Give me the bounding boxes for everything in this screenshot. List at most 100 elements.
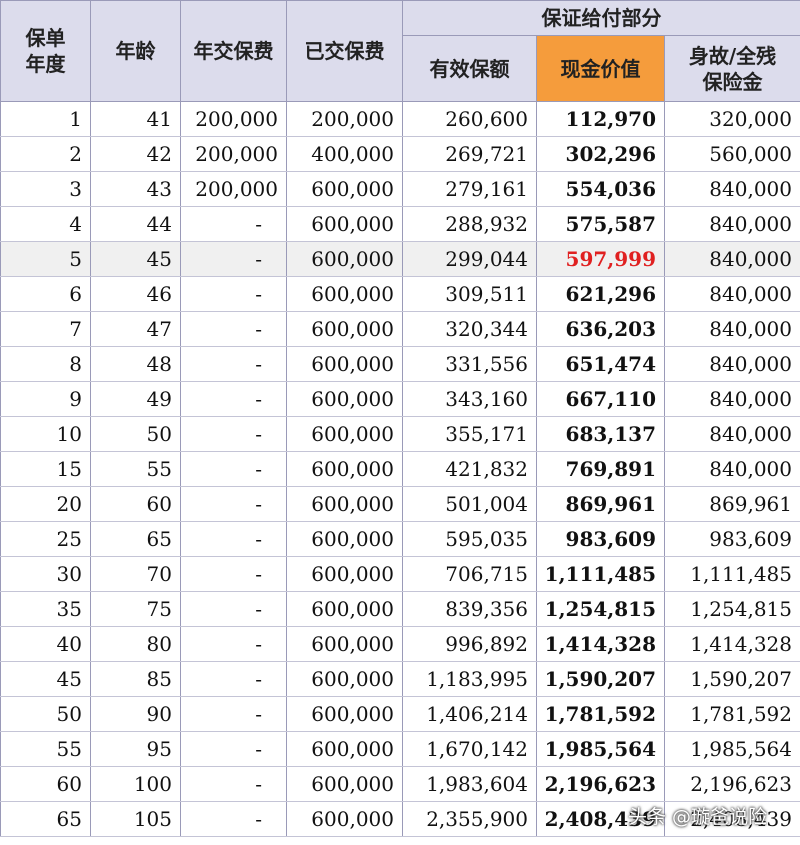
- cell-paid-premium: 600,000: [286, 206, 403, 242]
- cell-effective-sum: 1,183,995: [402, 661, 537, 697]
- cell-age: 80: [90, 626, 181, 662]
- cell-annual-premium: -: [180, 696, 287, 732]
- cell-effective-sum: 355,171: [402, 416, 537, 452]
- watermark: 头条 @璇爸说险: [628, 806, 768, 828]
- table-row: 55 95-600,000 1,670,142 1,985,564 1,985,564: [0, 731, 800, 767]
- cell-age: 105: [90, 801, 181, 837]
- table-row: 1 41 200,000 200,000 260,600 112,970 320,000: [0, 101, 800, 137]
- cell-paid-premium: 600,000: [286, 661, 403, 697]
- cell-cash-value: 1,985,564: [536, 731, 665, 767]
- cell-effective-sum: 996,892: [402, 626, 537, 662]
- cell-death-benefit: 1,111,485: [664, 556, 800, 592]
- header-policy-year: 保单 年度: [0, 0, 91, 102]
- cell-annual-premium: -: [180, 661, 287, 697]
- cell-policy-year: 35: [0, 591, 91, 627]
- header-cash-value: 现金价值: [536, 35, 665, 102]
- table-row: 45 85-600,000 1,183,995 1,590,207 1,590,207: [0, 661, 800, 697]
- cell-paid-premium: 600,000: [286, 241, 403, 277]
- cell-paid-premium: 600,000: [286, 696, 403, 732]
- table-row: 35 75-600,000 839,356 1,254,815 1,254,815: [0, 591, 800, 627]
- cell-policy-year: 15: [0, 451, 91, 487]
- cell-effective-sum: 269,721: [402, 136, 537, 172]
- header-age: 年龄: [90, 0, 181, 102]
- cell-policy-year: 7: [0, 311, 91, 347]
- cell-cash-value: 1,254,815: [536, 591, 665, 627]
- cell-policy-year: 6: [0, 276, 91, 312]
- cell-cash-value: 667,110: [536, 381, 665, 417]
- header-annual-premium: 年交保费: [180, 0, 287, 102]
- cell-effective-sum: 706,715: [402, 556, 537, 592]
- cell-effective-sum: 1,670,142: [402, 731, 537, 767]
- table-row: 60 100-600,000 1,983,604 2,196,623 2,196,623: [0, 766, 800, 802]
- cell-paid-premium: 600,000: [286, 276, 403, 312]
- cell-paid-premium: 600,000: [286, 556, 403, 592]
- cell-age: 95: [90, 731, 181, 767]
- cell-age: 43: [90, 171, 181, 207]
- cell-annual-premium: -: [180, 311, 287, 347]
- cell-cash-value: 554,036: [536, 171, 665, 207]
- cell-paid-premium: 600,000: [286, 311, 403, 347]
- cell-death-benefit: 1,590,207: [664, 661, 800, 697]
- cell-annual-premium: -: [180, 346, 287, 382]
- cell-policy-year: 4: [0, 206, 91, 242]
- cell-cash-value: 2,408,439: [536, 801, 665, 837]
- cell-cash-value: 636,203: [536, 311, 665, 347]
- cell-paid-premium: 600,000: [286, 626, 403, 662]
- cell-annual-premium: 200,000: [180, 171, 287, 207]
- cell-paid-premium: 600,000: [286, 451, 403, 487]
- cell-paid-premium: 600,000: [286, 591, 403, 627]
- header-guaranteed-group: 保证给付部分: [401, 0, 800, 36]
- cell-effective-sum: 260,600: [402, 101, 537, 137]
- cell-death-benefit: 840,000: [664, 206, 800, 242]
- table-row: 40 80-600,000 996,892 1,414,328 1,414,328: [0, 626, 800, 662]
- cell-age: 46: [90, 276, 181, 312]
- cell-cash-value: 575,587: [536, 206, 665, 242]
- cell-annual-premium: -: [180, 521, 287, 557]
- cell-death-benefit: 840,000: [664, 311, 800, 347]
- cell-paid-premium: 200,000: [286, 101, 403, 137]
- cell-annual-premium: 200,000: [180, 136, 287, 172]
- cell-cash-value: 869,961: [536, 486, 665, 522]
- cell-policy-year: 20: [0, 486, 91, 522]
- cell-effective-sum: 288,932: [402, 206, 537, 242]
- cell-paid-premium: 400,000: [286, 136, 403, 172]
- cell-age: 42: [90, 136, 181, 172]
- table-row: 25 65-600,000 595,035 983,609 983,609: [0, 521, 800, 557]
- cell-death-benefit: 1,414,328: [664, 626, 800, 662]
- cell-paid-premium: 600,000: [286, 381, 403, 417]
- cell-effective-sum: 299,044: [402, 241, 537, 277]
- cell-cash-value: 1,111,485: [536, 556, 665, 592]
- cell-age: 100: [90, 766, 181, 802]
- cell-policy-year: 3: [0, 171, 91, 207]
- table-row: 3 43 200,000 600,000 279,161 554,036 840,000: [0, 171, 800, 207]
- cell-age: 75: [90, 591, 181, 627]
- cell-policy-year: 30: [0, 556, 91, 592]
- table-row: 5 45-600,000 299,044 597,999 840,000: [0, 241, 800, 277]
- cell-effective-sum: 421,832: [402, 451, 537, 487]
- table-row: 15 55-600,000 421,832 769,891 840,000: [0, 451, 800, 487]
- cell-effective-sum: 279,161: [402, 171, 537, 207]
- cell-death-benefit: 1,985,564: [664, 731, 800, 767]
- cell-cash-value: 1,781,592: [536, 696, 665, 732]
- cell-policy-year: 60: [0, 766, 91, 802]
- cell-policy-year: 2: [0, 136, 91, 172]
- table-row: 8 48-600,000 331,556 651,474 840,000: [0, 346, 800, 382]
- cell-death-benefit: 840,000: [664, 241, 800, 277]
- cell-death-benefit: 1,781,592: [664, 696, 800, 732]
- cell-annual-premium: 200,000: [180, 101, 287, 137]
- cell-death-benefit: 869,961: [664, 486, 800, 522]
- table-row: 20 60-600,000 501,004 869,961 869,961: [0, 486, 800, 522]
- table-row: 65 105-600,000 2,355,900 2,408,439 2,408,439: [0, 801, 800, 837]
- cell-paid-premium: 600,000: [286, 416, 403, 452]
- cell-annual-premium: -: [180, 276, 287, 312]
- cell-annual-premium: -: [180, 486, 287, 522]
- cell-age: 50: [90, 416, 181, 452]
- cell-age: 41: [90, 101, 181, 137]
- cell-paid-premium: 600,000: [286, 486, 403, 522]
- cell-death-benefit: 840,000: [664, 451, 800, 487]
- cell-cash-value: 302,296: [536, 136, 665, 172]
- header-death-benefit: 身故/全残 保险金: [663, 35, 800, 102]
- cell-annual-premium: -: [180, 451, 287, 487]
- cell-policy-year: 40: [0, 626, 91, 662]
